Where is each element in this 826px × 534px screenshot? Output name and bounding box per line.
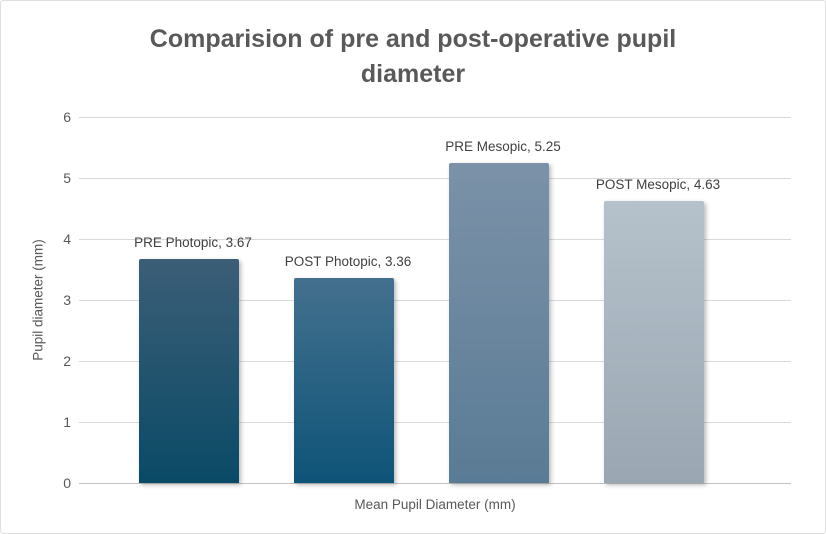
y-tick-label-3: 3 <box>63 292 71 308</box>
data-label-post-mesopic: POST Mesopic, 4.63 <box>595 176 721 192</box>
data-label-pre-mesopic: PRE Mesopic, 5.25 <box>445 138 561 154</box>
gridline-y-1 <box>79 422 791 423</box>
y-tick-label-4: 4 <box>63 231 71 247</box>
x-axis-line <box>79 483 791 484</box>
y-tick-label-6: 6 <box>63 109 71 125</box>
y-tick-label-0: 0 <box>63 475 71 491</box>
chart-title: Comparision of pre and post-operative pu… <box>149 25 677 88</box>
data-label-pre-photopic: PRE Photopic, 3.67 <box>134 235 252 251</box>
gridline-y-6 <box>79 117 791 118</box>
y-tick-label-5: 5 <box>63 170 71 186</box>
gridline-y-3 <box>79 300 791 301</box>
x-axis-title: Mean Pupil Diameter (mm) <box>354 497 516 512</box>
bar-post-photopic[interactable] <box>294 278 394 483</box>
bar-pre-mesopic[interactable] <box>449 162 549 483</box>
bar-post-mesopic[interactable] <box>604 200 704 483</box>
gridline-y-4 <box>79 239 791 240</box>
y-tick-label-2: 2 <box>63 353 71 369</box>
bar-pre-photopic[interactable] <box>139 259 239 483</box>
y-tick-label-1: 1 <box>63 414 71 430</box>
data-label-post-photopic: POST Photopic, 3.36 <box>284 254 412 270</box>
gridline-y-5 <box>79 178 791 179</box>
gridline-y-2 <box>79 361 791 362</box>
